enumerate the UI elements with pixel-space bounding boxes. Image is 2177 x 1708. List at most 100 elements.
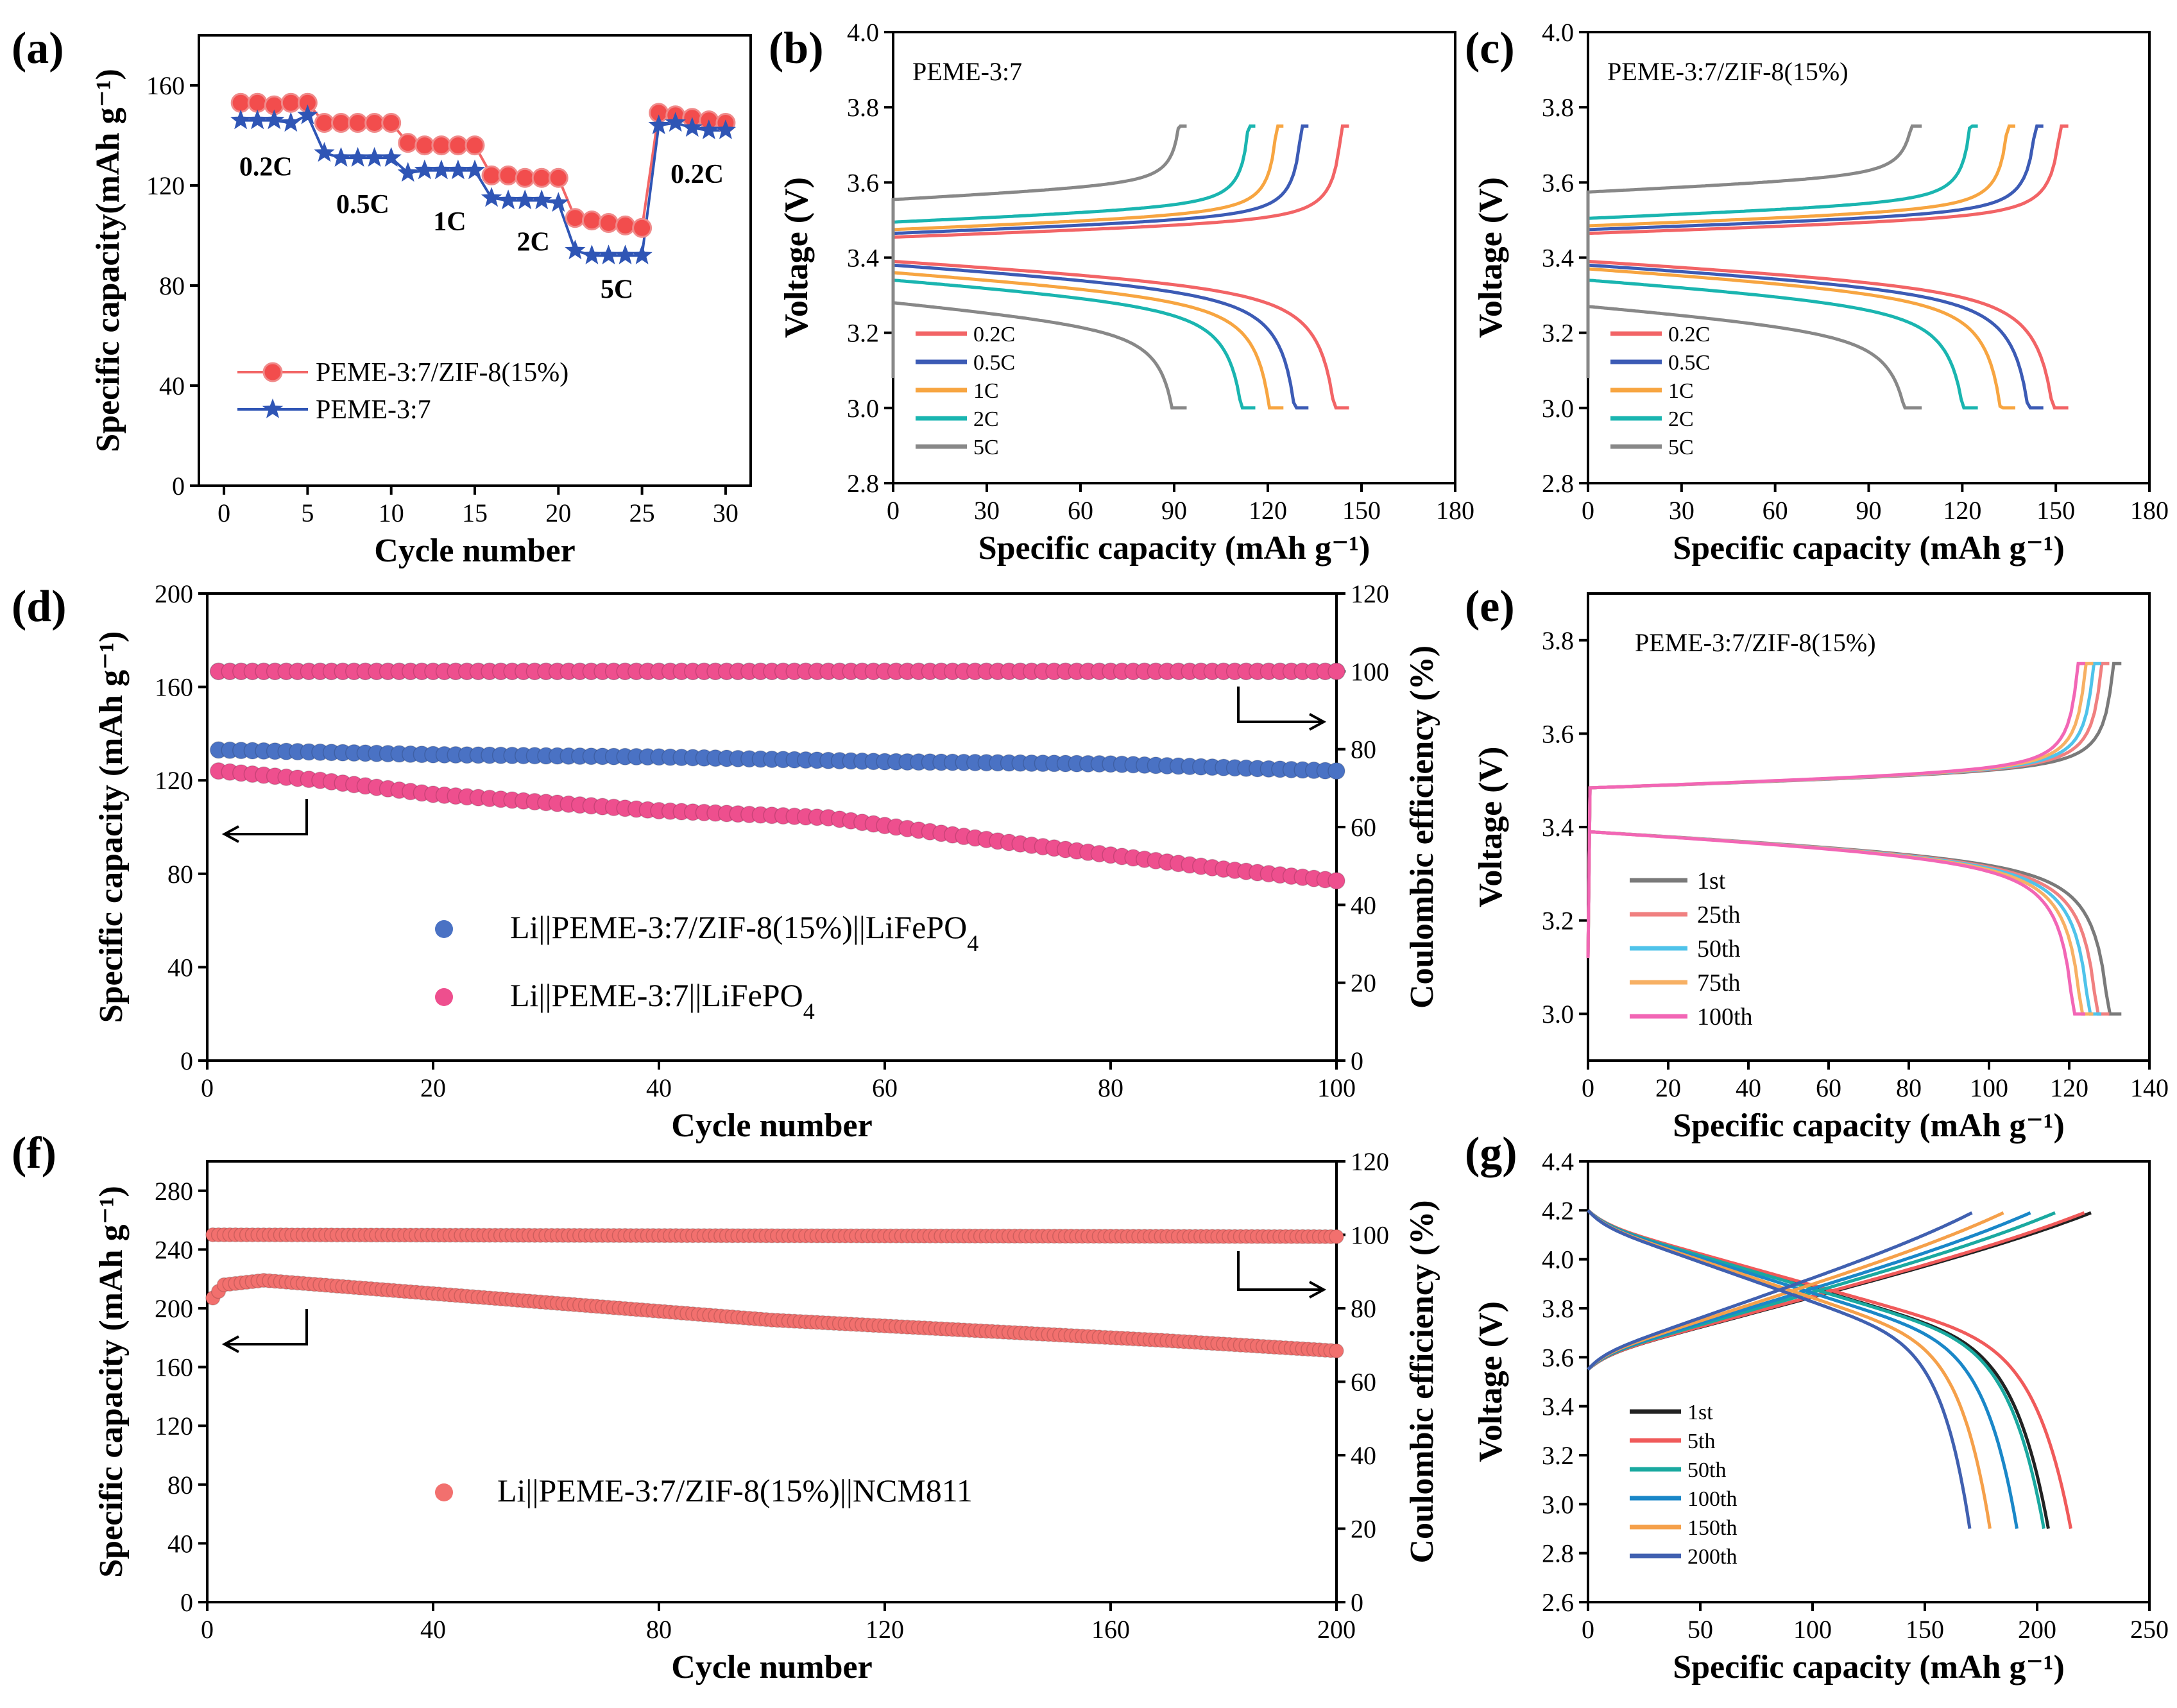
data-point — [598, 244, 619, 264]
panel-label-d: (d) — [12, 582, 67, 631]
y2-tick-label: 60 — [1351, 1368, 1376, 1397]
panel-label-g: (g) — [1465, 1129, 1517, 1178]
data-point — [398, 133, 418, 153]
y-tick-label: 160 — [155, 1353, 193, 1382]
axis-arrow-left — [221, 1309, 308, 1353]
discharge-curve — [1586, 272, 1978, 410]
y-tick-label: 3.8 — [1542, 1294, 1574, 1323]
y-tick-label: 2.8 — [847, 469, 879, 498]
discharge-curve — [891, 295, 1187, 410]
panel-e-cycle-curves: 0 20 40 60 80 100 120 140 3.0 3.2 3.4 3.6 3.8 Specifi… — [1473, 592, 2169, 1144]
data-point — [548, 192, 569, 212]
data-point — [465, 135, 485, 156]
x-tick-label: 0 — [1582, 1615, 1594, 1644]
data-point — [314, 113, 334, 133]
y-tick-label: 80 — [159, 271, 185, 300]
x-tick-label: 80 — [646, 1615, 672, 1644]
data-point — [565, 239, 586, 260]
legend-label: 1C — [1668, 379, 1694, 403]
discharge-curve — [891, 265, 1284, 410]
x-tick-label: 30 — [1669, 496, 1695, 525]
data-point — [397, 162, 418, 182]
x-tick-label: 60 — [1816, 1073, 1841, 1102]
legend-label: 1C — [973, 379, 999, 403]
x-axis-label: Specific capacity (mAh g⁻¹) — [978, 530, 1370, 567]
data-point — [447, 159, 469, 180]
panel-c-charge-discharge: 0 30 60 90 120 150 180 2.8 3.0 3.2 3.4 3.6 3.8 4.0 Spe… — [1473, 18, 2169, 567]
y-tick-label: 200 — [155, 1294, 193, 1323]
x-tick-label: 200 — [1317, 1615, 1356, 1644]
data-point — [481, 165, 502, 185]
y-tick-label: 3.4 — [847, 244, 879, 273]
y-tick-label: 200 — [155, 579, 193, 608]
x-tick-label: 160 — [1091, 1615, 1130, 1644]
y-tick-label: 240 — [155, 1235, 193, 1264]
charge-curve — [891, 124, 1187, 378]
data-point — [498, 189, 519, 210]
legend-label: 0.5C — [973, 351, 1015, 375]
x-tick-label: 150 — [1906, 1615, 1944, 1644]
x-tick-label: 140 — [2130, 1073, 2169, 1102]
charge-curve — [1586, 124, 2015, 378]
legend-label: 100th — [1687, 1487, 1737, 1511]
data-point — [331, 113, 352, 133]
x-tick-label: 60 — [1068, 496, 1093, 525]
data-point — [548, 167, 568, 188]
y-tick-label: 40 — [167, 953, 193, 982]
panel-g-ncm811-curves: 0 50 100 150 200 250 2.6 2.8 3.0 3.2 3.4 3.6 3.8 4.0 4… — [1473, 1147, 2169, 1686]
x-axis-label: Specific capacity (mAh g⁻¹) — [1673, 1649, 2065, 1686]
charge-curve — [891, 124, 1284, 378]
x-tick-label: 150 — [2036, 496, 2075, 525]
x-tick-label: 80 — [1896, 1073, 1922, 1102]
panel-d-lifepo4-cycling: 0 20 40 60 80 1000408012016020002040608010012… — [93, 579, 1440, 1144]
x-tick-label: 120 — [1249, 496, 1287, 525]
data-point — [431, 159, 452, 180]
y-tick-label: 0 — [180, 1588, 193, 1617]
y-axis-label: Voltage (V) — [1473, 747, 1509, 908]
data-point — [581, 210, 602, 231]
x-tick-label: 40 — [1736, 1073, 1761, 1102]
data-point — [364, 113, 385, 133]
rate-annotation: 0.2C — [670, 160, 724, 189]
panel-label-f: (f) — [12, 1129, 56, 1178]
panel-f-ncm811-cycling: 0 40 80 120 160 20004080120160200240280020406… — [93, 1147, 1440, 1686]
data-point — [380, 147, 402, 167]
y2-axis-label: Coulombic efficiency (%) — [1404, 1200, 1440, 1563]
discharge-curve — [891, 272, 1256, 410]
data-point — [314, 142, 335, 162]
data-point — [515, 167, 535, 188]
y-tick-label: 120 — [155, 1412, 193, 1440]
x-tick-label: 40 — [646, 1073, 672, 1102]
x-tick-label: 25 — [629, 499, 655, 527]
legend-label: 75th — [1697, 969, 1741, 996]
axis-arrow-right — [1237, 1251, 1327, 1299]
y-axis-label: Voltage (V) — [1473, 177, 1509, 338]
plot-frame — [206, 1160, 1338, 1603]
discharge-curve — [1589, 830, 2122, 1016]
x-tick-label: 100 — [1970, 1073, 2008, 1102]
y-tick-label: 3.2 — [1542, 1441, 1574, 1470]
capacity-point — [1329, 1343, 1344, 1359]
y2-tick-label: 60 — [1351, 813, 1376, 842]
x-tick-label: 90 — [1856, 496, 1882, 525]
y-tick-label: 4.0 — [847, 18, 879, 47]
panel-a-rate-capability: 0 5 10 15 20 25 30 0 40 80 120 160 Cycle number Speci… — [90, 34, 752, 569]
x-tick-label: 180 — [1436, 496, 1474, 525]
y-tick-label: 3.8 — [847, 93, 879, 122]
x-tick-label: 50 — [1687, 1615, 1713, 1644]
y-axis-label: Voltage (V) — [778, 177, 815, 338]
data-point — [531, 189, 552, 210]
data-point — [665, 112, 686, 132]
legend-label: 150th — [1687, 1516, 1737, 1540]
x-tick-label: 100 — [1317, 1073, 1356, 1102]
ce-point — [1329, 1229, 1344, 1245]
panel-labels: (a) (b) (c) (d) (e) (f) (g) — [12, 24, 1517, 1178]
legend-marker — [262, 362, 283, 382]
data-point — [364, 147, 385, 167]
legend-label: 1st — [1697, 867, 1726, 894]
y-tick-label: 3.0 — [1542, 394, 1574, 423]
discharge-curve — [1586, 298, 1922, 410]
x-tick-label: 100 — [1793, 1615, 1832, 1644]
data-point — [230, 109, 252, 130]
y-tick-label: 160 — [155, 673, 193, 702]
